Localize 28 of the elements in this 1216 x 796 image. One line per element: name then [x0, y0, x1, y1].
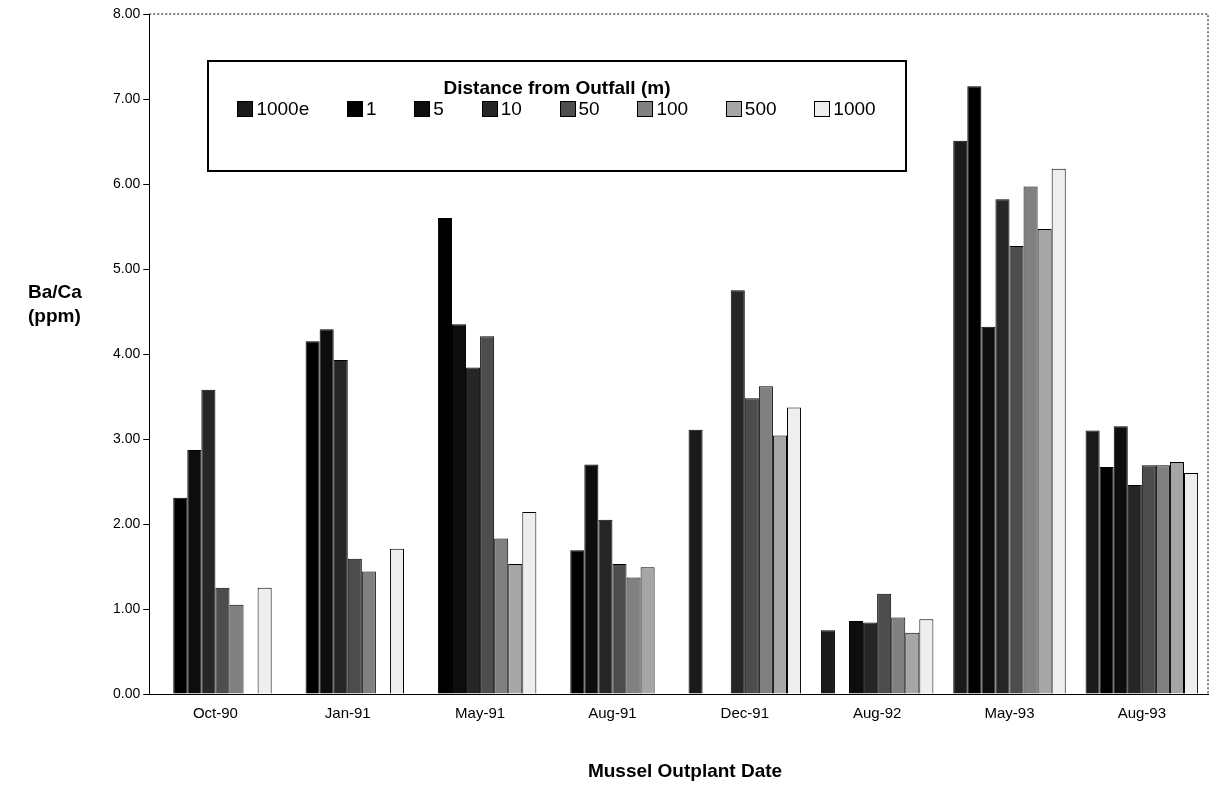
legend-label: 50 — [578, 98, 600, 120]
x-axis-title: Mussel Outplant Date — [586, 760, 784, 782]
x-tick-label: May-91 — [455, 704, 506, 722]
y-tick-label: 7.00 — [113, 89, 141, 106]
x-tick-label: May-93 — [984, 704, 1035, 722]
x-tick-label: Aug-92 — [852, 704, 902, 722]
legend-label: 1000e — [256, 98, 310, 120]
legend-label: 5 — [433, 98, 444, 120]
y-tick-label: 6.00 — [113, 174, 141, 191]
legend-title: Distance from Outfall (m) — [442, 77, 672, 98]
legend-label: 1000 — [833, 98, 876, 120]
x-tick-label: Jan-91 — [324, 704, 371, 722]
y-tick-label: 5.00 — [113, 259, 141, 276]
legend-label: 100 — [656, 98, 689, 120]
y-tick-label: 4.00 — [113, 344, 141, 361]
x-tick-label: Aug-93 — [1117, 704, 1167, 722]
legend-label: 500 — [744, 98, 777, 120]
y-tick-label: 2.00 — [113, 514, 141, 531]
legend-label: 1 — [365, 98, 377, 120]
x-tick-label: Aug-91 — [588, 704, 637, 722]
y-tick-label: 8.00 — [113, 4, 141, 21]
y-tick-label: 0.00 — [113, 684, 141, 701]
y-tick-label: 3.00 — [113, 429, 141, 446]
y-axis-title: Ba/Ca (ppm) — [28, 280, 83, 328]
x-tick-label: Oct-90 — [192, 704, 238, 722]
legend-label: 10 — [500, 98, 522, 120]
x-tick-label: Dec-91 — [720, 704, 769, 722]
y-tick-label: 1.00 — [113, 599, 141, 616]
